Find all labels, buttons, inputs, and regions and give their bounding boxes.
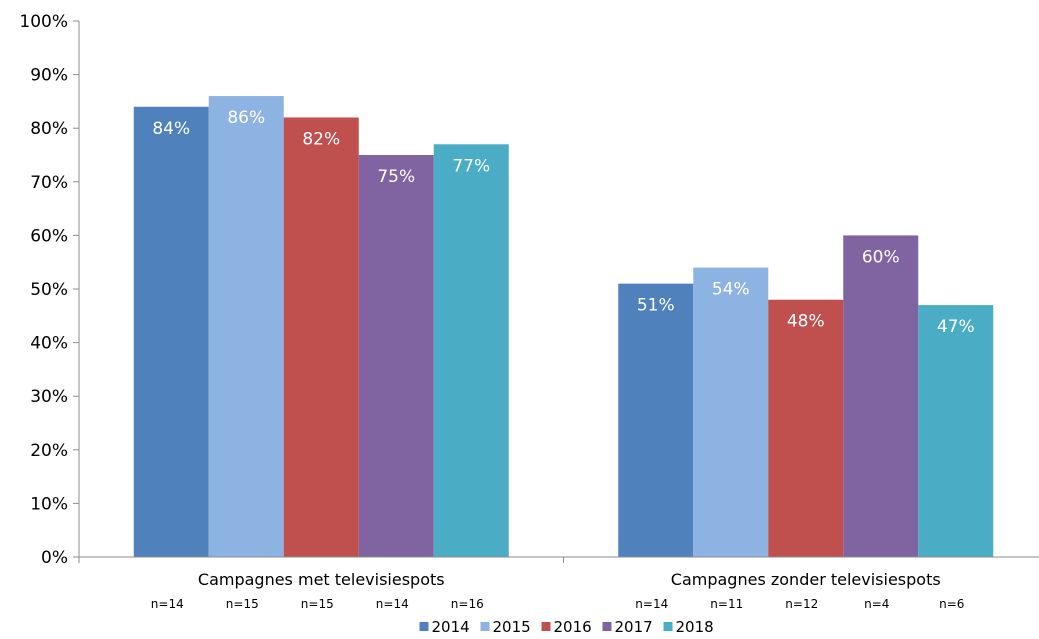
legend-swatch <box>419 622 429 631</box>
sample-size-label: n=14 <box>635 597 668 611</box>
bars: 84% 86% 82% 75% 77% 51% 54% 48% 60% 47% <box>133 96 994 557</box>
y-tick-label: 80% <box>30 119 68 139</box>
sample-size-label: n=11 <box>710 597 743 611</box>
y-tick-label: 60% <box>30 226 68 246</box>
legend-swatch <box>602 622 612 631</box>
y-axis: 0% 10% 20% 30% 40% 50% 60% 70% 80% 90% 100% <box>19 12 80 568</box>
legend-swatch <box>480 622 490 631</box>
sample-size-label: n=14 <box>376 597 409 611</box>
bar-2017-2 <box>843 235 919 557</box>
y-tick-label: 30% <box>30 387 68 407</box>
data-label: 84% <box>152 119 190 139</box>
legend-swatch <box>541 622 551 631</box>
y-tick-label: 20% <box>30 441 68 461</box>
sample-size-label: n=4 <box>864 597 889 611</box>
data-label: 77% <box>452 156 490 176</box>
data-label: 86% <box>227 108 265 128</box>
y-tick-label: 10% <box>30 494 68 514</box>
data-label: 60% <box>862 247 900 267</box>
bar-2017-1 <box>358 155 434 557</box>
bar-2018-2 <box>918 305 994 557</box>
bar-2015-2 <box>693 267 769 557</box>
data-label: 47% <box>937 317 975 337</box>
category-label: Campagnes met televisiespots <box>198 570 445 589</box>
legend: 2014 2015 2016 2017 2018 <box>419 618 714 636</box>
legend-entry-2018: 2018 <box>676 618 714 636</box>
y-tick-label: 40% <box>30 334 68 354</box>
y-tick-label: 50% <box>30 280 68 300</box>
legend-entry-2014: 2014 <box>432 618 470 636</box>
y-tick-label: 0% <box>41 548 68 568</box>
sample-size-label: n=16 <box>451 597 484 611</box>
sample-size-label: n=12 <box>785 597 818 611</box>
data-label: 51% <box>637 296 675 316</box>
data-label: 82% <box>302 129 340 149</box>
bar-2016-1 <box>283 117 359 557</box>
legend-entry-2016: 2016 <box>554 618 592 636</box>
sample-size-label: n=15 <box>301 597 334 611</box>
bar-2014-1 <box>133 106 209 557</box>
data-label: 54% <box>712 280 750 300</box>
bar-2015-1 <box>208 96 284 557</box>
y-tick-label: 100% <box>19 12 68 32</box>
x-axis: n=14 n=15 n=15 n=14 n=16 Campagnes met televi… <box>78 556 1039 611</box>
sample-size-label: n=6 <box>939 597 964 611</box>
y-tick-label: 90% <box>30 66 68 86</box>
data-label: 75% <box>377 167 415 187</box>
sample-size-label: n=15 <box>226 597 259 611</box>
category-label: Campagnes zonder televisiespots <box>671 570 941 589</box>
legend-swatch <box>663 622 673 631</box>
y-tick-label: 70% <box>30 173 68 193</box>
legend-entry-2017: 2017 <box>615 618 653 636</box>
legend-entry-2015: 2015 <box>493 618 531 636</box>
data-label: 48% <box>787 312 825 332</box>
bar-2018-1 <box>433 144 509 557</box>
bar-2016-2 <box>768 299 844 557</box>
sample-size-label: n=14 <box>151 597 184 611</box>
bar-2014-2 <box>618 283 694 557</box>
